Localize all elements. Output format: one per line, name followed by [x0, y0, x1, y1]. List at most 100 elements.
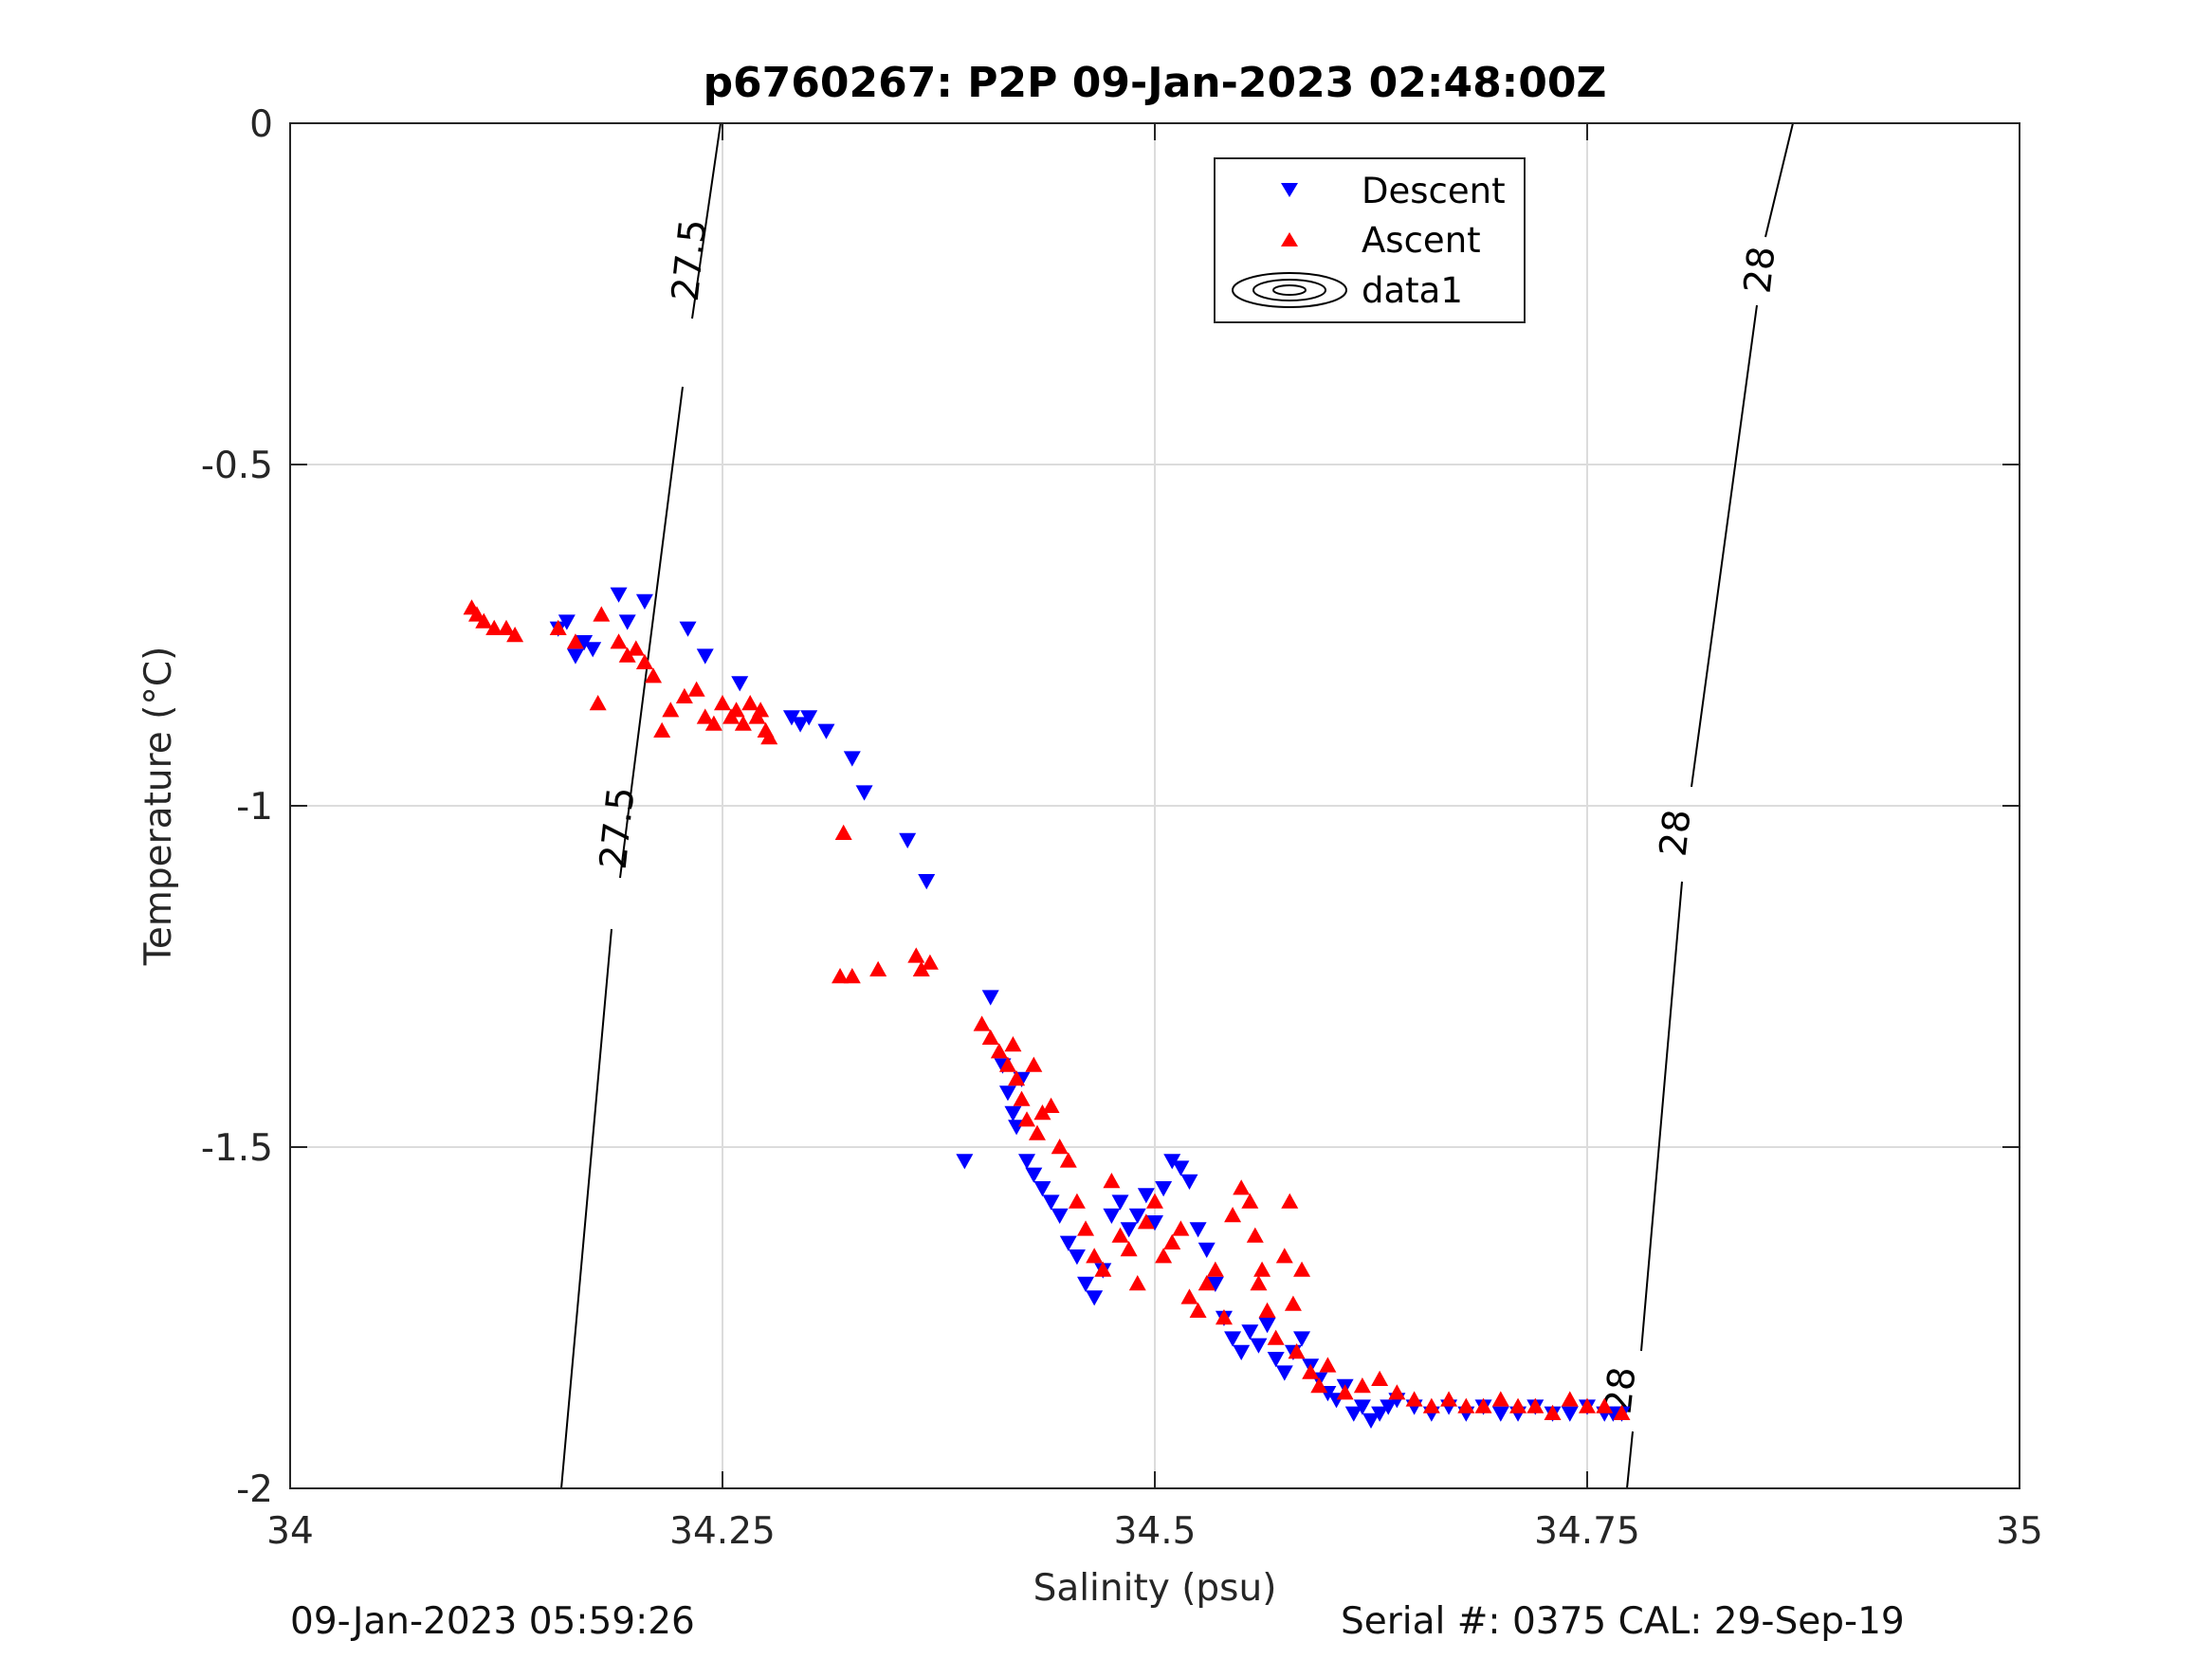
- ascent-point: [1579, 1397, 1596, 1413]
- ascent-point: [1146, 1193, 1163, 1209]
- descent-point: [981, 990, 999, 1006]
- ascent-point: [1310, 1377, 1328, 1394]
- ascent-point: [1120, 1241, 1138, 1257]
- ascent-point: [1004, 1036, 1022, 1052]
- ascent-point: [1013, 1090, 1031, 1106]
- ascent-point: [990, 1043, 1008, 1059]
- density-contours: 27.5 27.5 28 28 28: [560, 122, 1794, 1489]
- ascent-point: [549, 619, 567, 635]
- ascent-point: [1103, 1173, 1121, 1189]
- descent-point: [1197, 1242, 1216, 1258]
- ascent-point: [1526, 1397, 1545, 1413]
- ascent-point: [645, 667, 663, 684]
- ascent-point: [1206, 1261, 1224, 1277]
- descent-point: [1068, 1249, 1086, 1266]
- ascent-point: [1189, 1302, 1207, 1318]
- ascent-point: [485, 619, 503, 635]
- ascent-point: [1319, 1357, 1337, 1373]
- descent-point: [1353, 1399, 1371, 1415]
- ascent-point: [1561, 1391, 1579, 1407]
- descent-point: [576, 635, 594, 651]
- ascent-point: [1288, 1343, 1306, 1359]
- footer-serial-cal: Serial #: 0375 CAL: 29-Sep-19: [1341, 1600, 1905, 1643]
- ascent-point: [1128, 1275, 1146, 1291]
- legend-ascent-marker-icon: [1281, 232, 1298, 246]
- ascent-point: [752, 702, 770, 718]
- descent-point: [584, 642, 602, 658]
- descent-point: [1362, 1413, 1380, 1429]
- ascent-point: [1018, 1111, 1036, 1127]
- descent-point: [1103, 1208, 1121, 1224]
- x-tick-label: 34: [266, 1510, 314, 1553]
- ascent-point: [1111, 1227, 1129, 1243]
- descent-point: [1018, 1154, 1036, 1170]
- descent-point: [731, 676, 749, 692]
- ascent-point: [1008, 1070, 1026, 1086]
- descent-point: [1004, 1105, 1022, 1121]
- isopycnal-28-line: [1626, 122, 1794, 1489]
- ascent-point: [1051, 1139, 1069, 1155]
- descent-point: [817, 723, 835, 739]
- descent-point: [1293, 1331, 1311, 1347]
- descent-point: [558, 614, 576, 630]
- ascent-point: [1544, 1404, 1562, 1420]
- descent-point: [1051, 1208, 1069, 1224]
- ascent-point: [834, 824, 852, 840]
- x-tick-label: 35: [1996, 1510, 2043, 1553]
- ascent-point: [627, 640, 645, 656]
- isopycnal-label: 27.5: [665, 217, 716, 303]
- ascent-point: [734, 715, 752, 731]
- y-axis-label: Temperature (°C): [137, 647, 180, 967]
- ascent-point: [653, 721, 671, 738]
- descent-point: [1491, 1406, 1509, 1422]
- x-tick-label: 34.5: [1114, 1510, 1197, 1553]
- descent-point: [899, 832, 917, 848]
- descent-point: [1380, 1399, 1398, 1415]
- descent-point: [1258, 1318, 1276, 1334]
- footer-timestamp: 09-Jan-2023 05:59:26: [290, 1600, 695, 1643]
- ascent-point: [832, 968, 850, 984]
- descent-point: [1180, 1174, 1198, 1190]
- ascent-point: [1215, 1309, 1233, 1325]
- chart-title: p6760267: P2P 09-Jan-2023 02:48:00Z: [704, 59, 1607, 107]
- ascent-point: [1172, 1220, 1190, 1236]
- ascent-point: [1163, 1233, 1181, 1249]
- descent-point: [635, 593, 653, 610]
- ascent-point: [506, 627, 524, 643]
- ascent-point: [1059, 1152, 1077, 1168]
- ascent-point: [1474, 1397, 1492, 1413]
- ascent-point: [1258, 1302, 1276, 1318]
- ascent-point: [1457, 1397, 1475, 1413]
- ascent-point: [1224, 1207, 1242, 1223]
- descent-point: [1059, 1235, 1077, 1251]
- legend-box: [1214, 157, 1526, 323]
- descent-point: [800, 710, 818, 726]
- descent-point: [1163, 1154, 1181, 1170]
- descent-point: [610, 587, 628, 603]
- ascent-point: [1302, 1363, 1320, 1379]
- ascent-point: [696, 708, 714, 724]
- isopycnal-27-5-line: [560, 122, 722, 1489]
- ascent-point: [1596, 1397, 1614, 1413]
- y-tick-label: -1.5: [201, 1127, 273, 1170]
- ascent-point: [1422, 1397, 1440, 1413]
- ascent-point: [869, 960, 887, 976]
- descent-point: [1128, 1208, 1146, 1224]
- ascent-point: [1241, 1193, 1259, 1209]
- ascent-point: [1250, 1275, 1268, 1291]
- ascent-point: [704, 715, 722, 731]
- ascent-point: [1028, 1124, 1046, 1140]
- ascent-point: [907, 947, 925, 963]
- ascent-point: [912, 960, 930, 976]
- y-tick-label: 0: [249, 103, 273, 146]
- ascent-point: [1267, 1329, 1285, 1345]
- isopycnal-label: 28: [1737, 245, 1784, 296]
- ascent-point: [1275, 1248, 1293, 1264]
- legend-contour-icon: [1232, 272, 1347, 308]
- descent-point: [1120, 1222, 1138, 1238]
- ascent-point: [1491, 1391, 1509, 1407]
- ascent-point: [1197, 1275, 1216, 1291]
- legend-ascent-label: Ascent: [1362, 220, 1481, 261]
- descent-point: [618, 614, 636, 630]
